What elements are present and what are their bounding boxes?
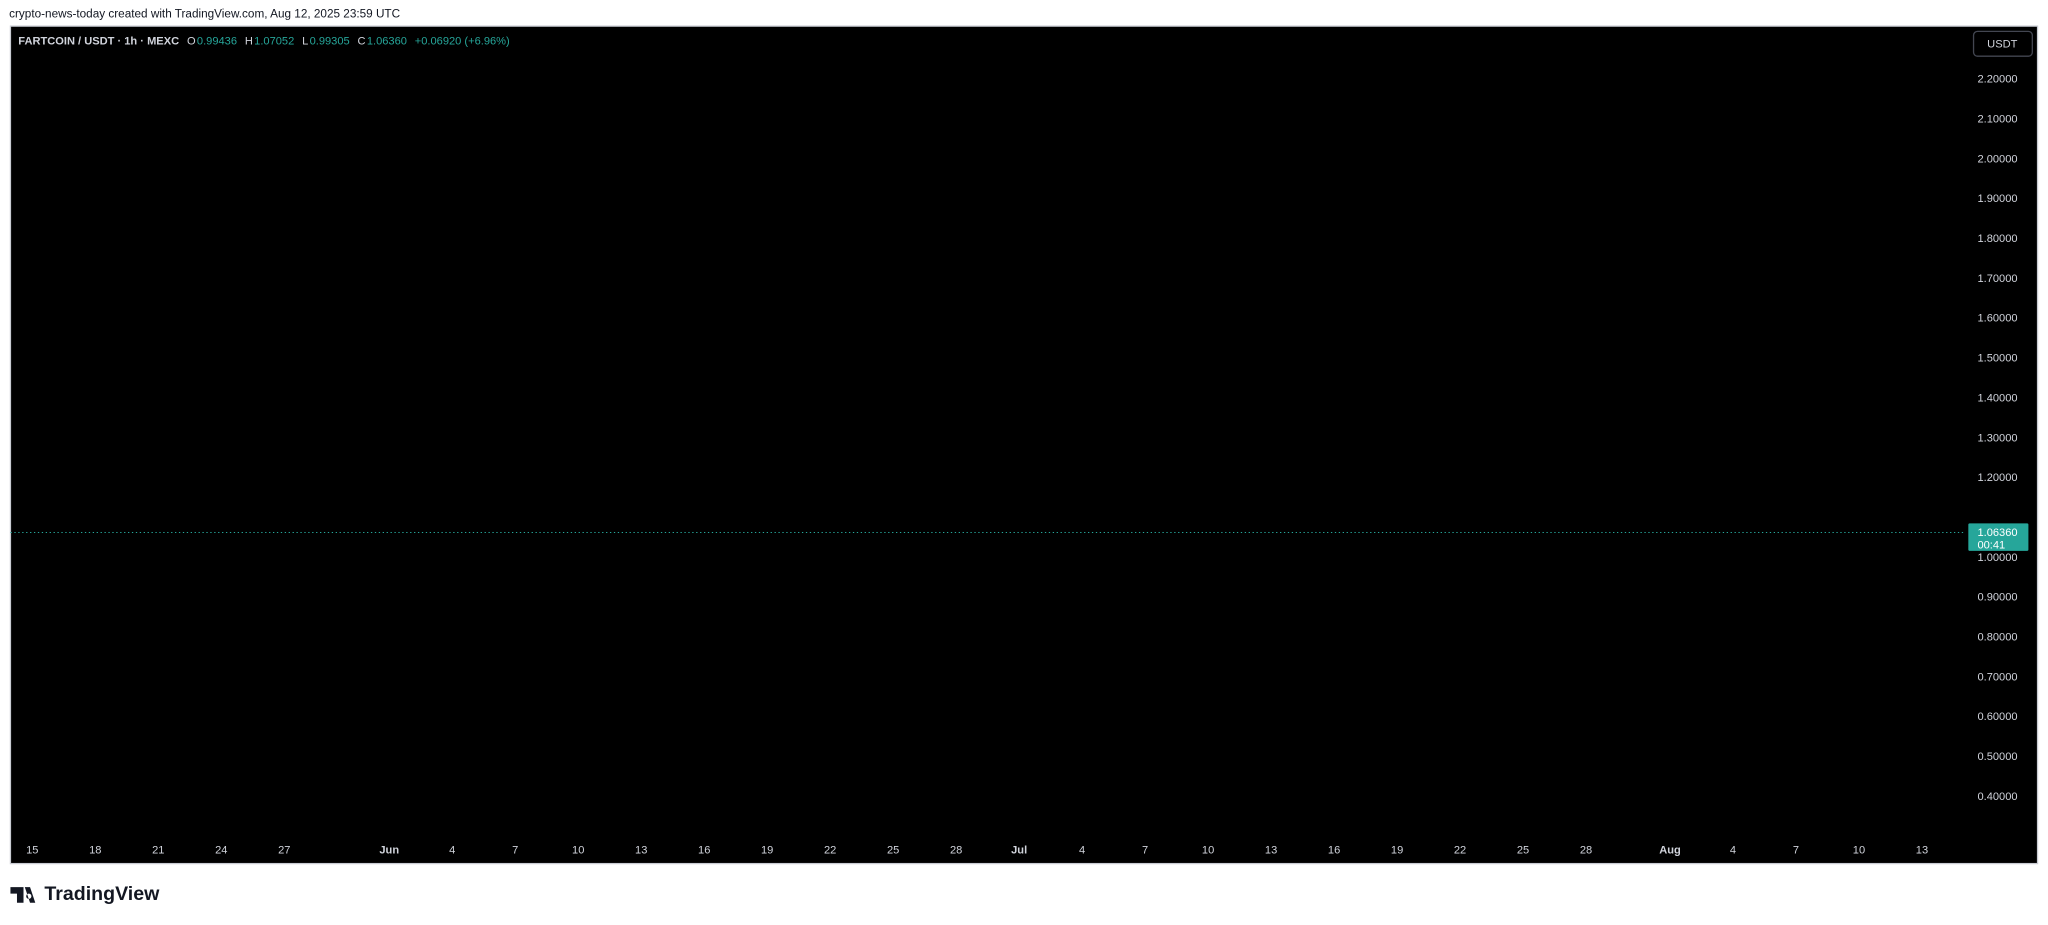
- ohlc-value: 0.99305: [310, 36, 350, 48]
- y-tick-label: 1.20000: [1977, 472, 2017, 484]
- y-tick-label: 0.60000: [1977, 711, 2017, 723]
- x-tick-label: 13: [635, 844, 647, 856]
- ohlc-key: O: [187, 36, 196, 48]
- attribution: crypto-news-today created with TradingVi…: [9, 7, 400, 20]
- ohlc-value: 1.07052: [254, 36, 294, 48]
- y-tick-label: 0.90000: [1977, 592, 2017, 604]
- currency-label: USDT: [1987, 38, 2017, 50]
- x-tick-label: 22: [1454, 844, 1466, 856]
- x-tick-label: Jun: [379, 844, 399, 856]
- x-tick-label: 16: [1328, 844, 1340, 856]
- x-tick-label: 7: [1142, 844, 1148, 856]
- x-tick-label: 24: [215, 844, 227, 856]
- y-tick-label: 2.00000: [1977, 153, 2017, 165]
- x-tick-label: 19: [1391, 844, 1403, 856]
- x-tick-label: 22: [824, 844, 836, 856]
- x-tick-label: 7: [1793, 844, 1799, 856]
- y-tick-label: 1.00000: [1977, 552, 2017, 564]
- logo-icon: [10, 887, 36, 903]
- x-tick-label: 28: [1580, 844, 1592, 856]
- y-tick-label: 1.50000: [1977, 353, 2017, 365]
- x-tick-label: Jul: [1011, 844, 1027, 856]
- y-tick-label: 1.40000: [1977, 392, 2017, 404]
- price-change: +0.06920 (+6.96%): [415, 36, 510, 48]
- ohlc-value: 0.99436: [197, 36, 237, 48]
- x-tick-label: 4: [1730, 844, 1736, 856]
- x-tick-label: 4: [1079, 844, 1085, 856]
- y-tick-label: 1.30000: [1977, 432, 2017, 444]
- ohlc-key: H: [245, 36, 253, 48]
- x-tick-label: 13: [1265, 844, 1277, 856]
- last-price-label: 1.06360: [1977, 527, 2017, 539]
- y-tick-label: 2.10000: [1977, 113, 2017, 125]
- y-tick-label: 1.70000: [1977, 273, 2017, 285]
- x-tick-label: 21: [152, 844, 164, 856]
- x-tick-label: 15: [26, 844, 38, 856]
- x-tick-label: 10: [1202, 844, 1214, 856]
- last-price-badge: [1968, 523, 2029, 551]
- y-tick-label: 0.70000: [1977, 671, 2017, 683]
- y-tick-label: 0.40000: [1977, 791, 2017, 803]
- x-tick-label: 27: [278, 844, 290, 856]
- y-tick-label: 1.80000: [1977, 233, 2017, 245]
- y-tick-label: 0.50000: [1977, 751, 2017, 763]
- x-tick-label: 7: [512, 844, 518, 856]
- currency-button[interactable]: [1972, 30, 2033, 57]
- logo-text: TradingView: [44, 883, 160, 905]
- chart-panel: [9, 25, 2039, 865]
- bar-countdown: 00:41: [1977, 540, 2005, 552]
- ohlc-key: L: [302, 36, 308, 48]
- x-tick-label: 18: [89, 844, 101, 856]
- y-tick-label: 2.20000: [1977, 74, 2017, 86]
- x-tick-label: 25: [887, 844, 899, 856]
- x-tick-label: 19: [761, 844, 773, 856]
- logo: TradingView: [10, 883, 160, 905]
- ohlc-key: C: [358, 36, 366, 48]
- y-tick-label: 0.80000: [1977, 632, 2017, 644]
- x-tick-label: 13: [1916, 844, 1928, 856]
- y-tick-label: 1.60000: [1977, 313, 2017, 325]
- ohlc-value: 1.06360: [367, 36, 407, 48]
- y-tick-label: 1.90000: [1977, 193, 2017, 205]
- x-tick-label: 10: [572, 844, 584, 856]
- x-tick-label: 25: [1517, 844, 1529, 856]
- x-tick-label: 28: [950, 844, 962, 856]
- x-tick-label: 4: [449, 844, 455, 856]
- x-tick-label: Aug: [1659, 844, 1681, 856]
- symbol-title[interactable]: FARTCOIN / USDT · 1h · MEXC: [18, 36, 179, 48]
- x-tick-label: 10: [1853, 844, 1865, 856]
- x-tick-label: 16: [698, 844, 710, 856]
